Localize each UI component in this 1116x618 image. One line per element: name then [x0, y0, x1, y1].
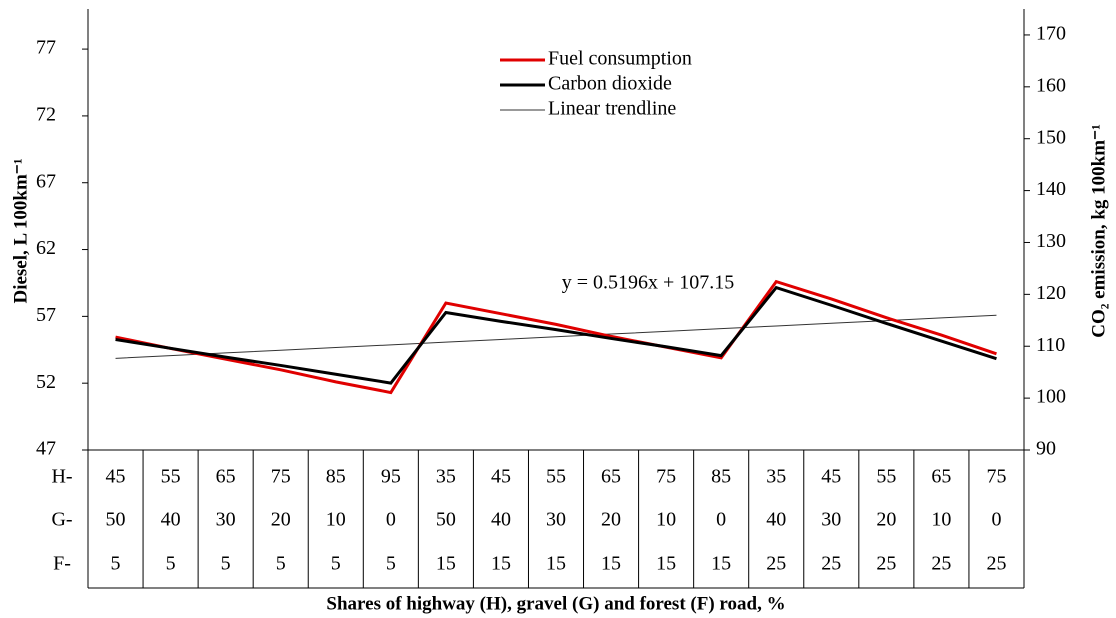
table-cell: 25 — [986, 553, 1006, 575]
table-cell: 15 — [601, 553, 621, 575]
table-cell: 40 — [766, 509, 786, 531]
series-line — [115, 279, 997, 395]
y-tick-label: 47 — [36, 438, 56, 460]
table-cell: 55 — [876, 466, 896, 488]
legend-label: Linear trendline — [548, 98, 676, 120]
table-cell: 25 — [766, 553, 786, 575]
y2-tick-label: 90 — [1036, 438, 1056, 460]
table-cell: 45 — [106, 466, 126, 488]
y2-tick-label: 140 — [1036, 178, 1066, 200]
y2-tick-label: 100 — [1036, 386, 1066, 408]
table-cell: 65 — [601, 466, 621, 488]
table-cell: 5 — [221, 553, 231, 575]
y-axis-title: Diesel, L 100km⁻¹ — [10, 158, 31, 303]
table-cell: 40 — [491, 509, 511, 531]
table-cell: 10 — [326, 509, 346, 531]
table-cell: 5 — [331, 553, 341, 575]
table-cell: 45 — [491, 466, 511, 488]
table-cell: 85 — [326, 466, 346, 488]
series-line — [115, 314, 997, 359]
table-cell: 10 — [656, 509, 676, 531]
table-cell: 75 — [271, 466, 291, 488]
table-cell: 15 — [491, 553, 511, 575]
table-cell: 65 — [216, 466, 236, 488]
table-cell: 15 — [711, 553, 731, 575]
table-cell: 25 — [931, 553, 951, 575]
table-cell: 45 — [821, 466, 841, 488]
y2-tick-label: 130 — [1036, 230, 1066, 252]
table-cell: 0 — [386, 509, 396, 531]
table-cell: 50 — [436, 509, 456, 531]
table-cell: 95 — [381, 466, 401, 488]
table-cell: 15 — [436, 553, 456, 575]
y2-tick-label: 170 — [1036, 23, 1066, 45]
table-cell: 55 — [546, 466, 566, 488]
trendline-equation: y = 0.5196x + 107.15 — [562, 272, 735, 294]
table-cell: 35 — [436, 466, 456, 488]
y-tick-label: 77 — [36, 37, 56, 59]
table-cell: 10 — [931, 509, 951, 531]
series-line — [115, 285, 997, 385]
table-cell: 40 — [161, 509, 181, 531]
table-cell: 20 — [271, 509, 291, 531]
table-cell: 65 — [931, 466, 951, 488]
table-cell: 30 — [546, 509, 566, 531]
table-cell: 0 — [716, 509, 726, 531]
y2-tick-label: 150 — [1036, 126, 1066, 148]
table-cell: 15 — [656, 553, 676, 575]
table-cell: 0 — [991, 509, 1001, 531]
table-cell: 20 — [601, 509, 621, 531]
table-row-label: G- — [51, 509, 72, 531]
table-cell: 55 — [161, 466, 181, 488]
table-cell: 30 — [821, 509, 841, 531]
table-cell: 5 — [276, 553, 286, 575]
table-cell: 25 — [876, 553, 896, 575]
y-tick-label: 62 — [36, 237, 56, 259]
table-cell: 75 — [986, 466, 1006, 488]
table-cell: 20 — [876, 509, 896, 531]
y2-tick-label: 110 — [1036, 334, 1065, 356]
table-cell: 50 — [106, 509, 126, 531]
table-cell: 5 — [386, 553, 396, 575]
y2-tick-label: 120 — [1036, 282, 1066, 304]
table-cell: 35 — [766, 466, 786, 488]
table-row-label: F- — [53, 553, 71, 575]
y-tick-label: 57 — [36, 304, 56, 326]
y-tick-label: 72 — [36, 104, 56, 126]
legend-label: Fuel consumption — [548, 48, 692, 70]
table-row-label: H- — [51, 466, 72, 488]
x-axis-title: Shares of highway (H), gravel (G) and fo… — [326, 593, 785, 614]
y2-tick-label: 160 — [1036, 74, 1066, 96]
y-tick-label: 67 — [36, 170, 56, 192]
table-cell: 85 — [711, 466, 731, 488]
table-cell: 15 — [546, 553, 566, 575]
legend-label: Carbon dioxide — [548, 73, 672, 95]
y-tick-label: 52 — [36, 371, 56, 393]
table-cell: 5 — [111, 553, 121, 575]
y2-axis-title: CO₂ emission, kg 100km⁻¹ — [1088, 124, 1109, 338]
table-cell: 25 — [821, 553, 841, 575]
table-cell: 75 — [656, 466, 676, 488]
table-cell: 5 — [166, 553, 176, 575]
table-cell: 30 — [216, 509, 236, 531]
